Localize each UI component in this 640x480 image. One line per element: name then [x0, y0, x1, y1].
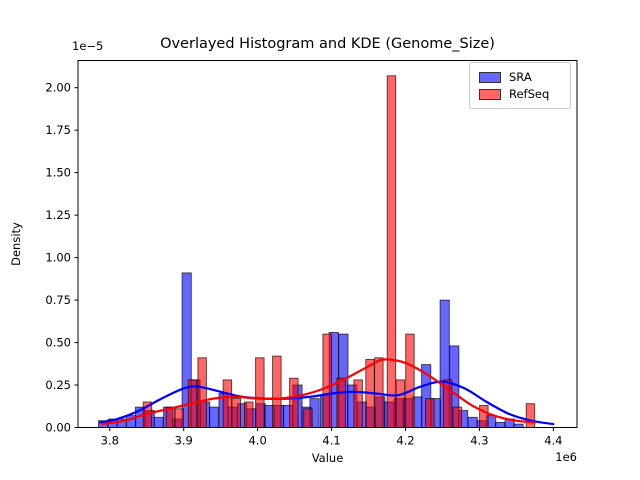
y-tick-label: 0.25 — [45, 378, 71, 392]
y-tick-label: 1.00 — [45, 251, 71, 265]
y-tick-label: 1.50 — [45, 166, 71, 180]
histogram-bar-sra — [467, 416, 478, 428]
y-tick-label: 1.75 — [45, 123, 71, 137]
histogram-bar-refseq — [255, 357, 265, 428]
kde-line-refseq — [101, 358, 536, 426]
x-tick-label: 4.4 — [544, 434, 562, 448]
x-tick-label: 4.0 — [248, 434, 266, 448]
x-tick-label: 4.2 — [396, 434, 414, 448]
y-tick-label: 0.00 — [45, 421, 71, 435]
legend-label-sra: SRA — [509, 69, 532, 84]
legend-item-sra: SRA — [479, 69, 570, 85]
histogram-bar-sra — [208, 406, 220, 428]
histogram-bar-refseq — [479, 404, 489, 428]
histogram-bar-refseq — [386, 75, 397, 428]
histogram-bar-refseq — [405, 333, 415, 428]
x-axis-offset-label: 1e6 — [555, 450, 577, 464]
histogram-bar-refseq — [289, 377, 299, 428]
legend-item-refseq: RefSeq — [479, 86, 570, 102]
histogram-bar-refseq — [395, 379, 406, 428]
histogram-bar-sra — [153, 416, 164, 428]
axes-spines — [77, 60, 578, 428]
y-axis-label: Density — [9, 222, 23, 266]
x-tick-label: 4.3 — [470, 434, 488, 448]
chart-title: Overlayed Histogram and KDE (Genome_Size… — [160, 36, 495, 52]
legend-label-refseq: RefSeq — [509, 86, 550, 101]
histogram-bar-refseq — [425, 398, 435, 428]
y-tick-label: 1.25 — [45, 208, 71, 222]
histogram-bar-refseq — [231, 398, 241, 428]
x-tick-label: 3.9 — [175, 434, 193, 448]
histogram-bar-refseq — [322, 333, 332, 428]
histogram-bar-refseq — [525, 403, 536, 428]
legend-swatch-refseq — [479, 88, 501, 100]
histogram-bar-sra — [495, 421, 506, 428]
y-tick-label: 0.75 — [45, 293, 71, 307]
histogram-bar-refseq — [222, 379, 233, 428]
histogram-bar-refseq — [197, 357, 207, 428]
y-tick-label: 0.50 — [45, 336, 71, 350]
histogram-bar-refseq — [303, 408, 313, 428]
x-tick-label: 3.8 — [101, 434, 119, 448]
x-axis-label: Value — [311, 451, 344, 465]
histogram-bar-refseq — [272, 355, 282, 428]
legend: SRA RefSeq — [469, 62, 571, 109]
histogram-bar-refseq — [336, 377, 346, 428]
y-tick-label: 2.00 — [45, 81, 71, 95]
histogram-bar-refseq — [452, 406, 462, 428]
x-tick-label: 4.1 — [322, 434, 340, 448]
histogram-bar-refseq — [244, 401, 254, 428]
legend-swatch-sra — [479, 71, 501, 83]
y-axis-offset-label: 1e−5 — [72, 39, 104, 53]
histogram-bar-sra — [513, 423, 524, 428]
histogram-bar-refseq — [174, 408, 184, 428]
kde-line-sra — [99, 380, 555, 426]
histogram-bar-refseq — [353, 379, 363, 428]
